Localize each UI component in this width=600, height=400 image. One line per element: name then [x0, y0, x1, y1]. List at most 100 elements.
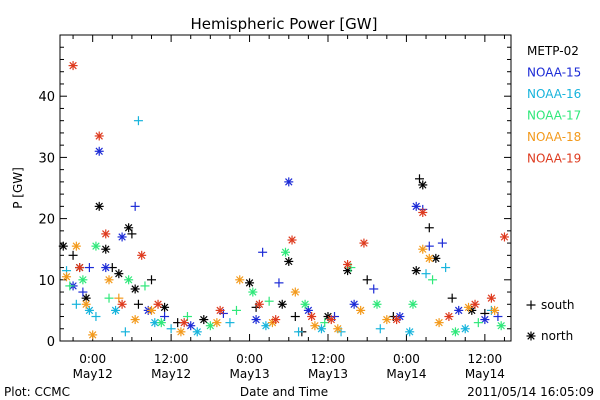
data-point — [411, 201, 421, 211]
data-point — [114, 269, 124, 279]
x-tick-time-label: 0:00 — [236, 352, 263, 366]
x-tick-time-label: 0:00 — [79, 352, 106, 366]
data-point — [166, 324, 176, 334]
data-point — [192, 327, 202, 337]
data-point — [130, 315, 140, 325]
data-point — [418, 207, 428, 217]
data-point — [91, 241, 101, 251]
data-point — [290, 287, 300, 297]
data-point — [71, 299, 81, 309]
data-point — [124, 275, 134, 285]
data-point — [75, 263, 85, 273]
legend-entry: NOAA-16 — [527, 87, 581, 101]
data-point — [111, 305, 121, 315]
data-point — [147, 305, 157, 315]
plot-frame — [59, 34, 512, 342]
data-point — [179, 318, 189, 328]
marker-legend-entry: north — [526, 329, 573, 343]
data-point — [94, 146, 104, 156]
data-point — [264, 296, 274, 306]
data-point — [460, 324, 470, 334]
data-point — [421, 269, 431, 279]
x-tick-time-label: 12:00 — [311, 352, 346, 366]
data-point — [496, 321, 506, 331]
data-point — [333, 324, 343, 334]
data-point — [147, 275, 157, 285]
data-point — [287, 235, 297, 245]
data-point — [424, 253, 434, 263]
data-point — [117, 299, 127, 309]
data-point — [382, 315, 392, 325]
data-point — [94, 131, 104, 141]
data-point — [137, 250, 147, 260]
data-point — [499, 232, 509, 242]
data-point — [307, 312, 317, 322]
plot-credit: Plot: CCMC — [4, 385, 70, 399]
data-point — [441, 263, 451, 273]
data-point — [133, 299, 143, 309]
data-point — [215, 305, 225, 315]
legend-entry: NOAA-18 — [527, 130, 581, 144]
x-tick-date-label: May12 — [73, 367, 113, 381]
data-point — [281, 247, 290, 257]
data-point — [176, 327, 186, 337]
data-point — [140, 281, 150, 291]
data-point — [248, 287, 258, 297]
data-points — [58, 61, 509, 340]
data-point — [88, 330, 98, 340]
data-point — [205, 321, 215, 331]
legend-entry: METP-02 — [527, 44, 579, 58]
legend-entry: NOAA-15 — [527, 66, 581, 80]
data-point — [104, 275, 114, 285]
plot-timestamp: 2011/05/14 16:05:09 — [467, 385, 594, 399]
data-point — [212, 318, 222, 328]
data-point — [71, 241, 81, 251]
marker-legend-entry: south — [526, 298, 575, 312]
x-tick-date-label: May12 — [151, 367, 191, 381]
x-tick-date-label: May14 — [386, 367, 426, 381]
data-point — [418, 180, 428, 190]
data-point — [231, 305, 241, 315]
data-point — [310, 321, 320, 331]
data-point — [101, 263, 111, 273]
data-point — [473, 318, 483, 328]
data-point — [408, 299, 418, 309]
data-point — [271, 315, 281, 325]
data-point — [490, 305, 500, 315]
marker-legend: south north — [526, 298, 575, 343]
data-point — [245, 278, 255, 288]
data-point — [369, 284, 379, 294]
data-point — [349, 299, 359, 309]
plot-axes — [59, 34, 512, 342]
legend-entry: NOAA-17 — [527, 109, 581, 123]
data-point — [254, 299, 264, 309]
y-tick-label: 30 — [38, 151, 55, 166]
x-tick-date-label: May14 — [465, 367, 505, 381]
data-point — [356, 305, 366, 315]
data-point — [486, 293, 496, 303]
data-point — [464, 302, 474, 312]
data-point — [434, 318, 444, 328]
legend-entry: NOAA-19 — [527, 152, 581, 166]
data-point — [153, 299, 163, 309]
data-point — [444, 312, 454, 322]
data-point — [199, 315, 209, 325]
data-point — [84, 263, 94, 273]
data-point — [362, 275, 372, 285]
data-point — [156, 318, 166, 328]
x-tick-date-label: May13 — [308, 367, 348, 381]
data-point — [424, 223, 434, 233]
data-point — [78, 287, 88, 297]
data-point — [251, 315, 261, 325]
data-point — [81, 299, 91, 309]
data-point — [454, 305, 464, 315]
data-point — [418, 244, 428, 254]
data-point — [258, 247, 268, 257]
x-tick-date-label: May13 — [230, 367, 270, 381]
marker-legend-label: north — [541, 329, 573, 343]
data-point — [480, 315, 490, 325]
y-axis-ticks: 0 10 20 30 40 — [38, 34, 511, 350]
data-point — [375, 324, 385, 334]
data-point — [68, 61, 78, 71]
